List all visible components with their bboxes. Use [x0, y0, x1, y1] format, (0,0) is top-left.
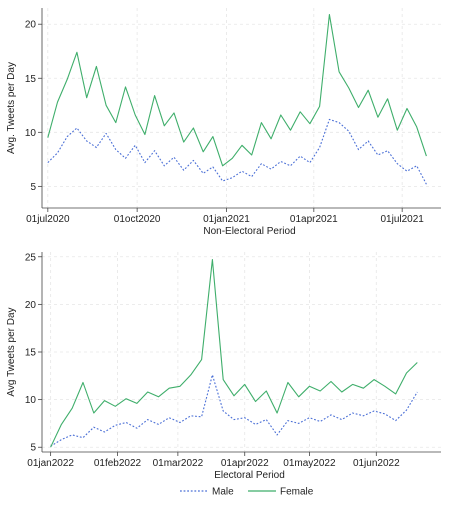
y-tick-label: 15	[25, 348, 37, 359]
chart-non-electoral: 5 10 15 20 01jul2020 01oct2020 01jan2021 01apr…	[6, 8, 441, 237]
legend: Male Female	[180, 487, 314, 498]
x-tick-label: 01jan2022	[27, 458, 74, 469]
x-tick-layer: 01jan2022 01feb2022 01mar2022 01apr2022 01ma…	[27, 452, 400, 469]
x-tick-layer: 01jul2020 01oct2020 01jan2021 01apr2021 01ju…	[26, 208, 424, 225]
x-tick-label: 01jul2020	[26, 214, 70, 225]
x-tick-label: 01jan2021	[203, 214, 250, 225]
x-axis-label: Electoral Period	[214, 470, 285, 481]
y-tick-label: 5	[30, 182, 36, 193]
series-line-female	[50, 259, 418, 448]
y-tick-label: 15	[25, 74, 37, 85]
x-tick-label: 01feb2022	[94, 458, 142, 469]
legend-label-female: Female	[280, 487, 314, 498]
x-tick-label: 01jul2021	[380, 214, 424, 225]
series-layer	[47, 13, 427, 185]
x-tick-label: 01apr2021	[290, 214, 338, 225]
x-tick-label: 01oct2020	[114, 214, 161, 225]
series-line-female	[47, 13, 427, 167]
y-tick-label: 20	[25, 300, 37, 311]
series-line-male	[47, 118, 427, 185]
y-tick-label: 25	[25, 252, 37, 263]
y-tick-label: 10	[25, 395, 37, 406]
x-tick-label: 01apr2022	[221, 458, 269, 469]
y-tick-label: 10	[25, 128, 37, 139]
x-axis-label: Non-Electoral Period	[203, 226, 295, 237]
y-tick-layer: 5 10 15 20 25	[25, 252, 42, 454]
y-tick-label: 20	[25, 20, 37, 31]
x-tick-label: 01may2022	[283, 458, 336, 469]
legend-label-male: Male	[212, 487, 234, 498]
x-tick-label: 01mar2022	[153, 458, 204, 469]
series-layer	[50, 259, 418, 448]
grid-layer	[42, 252, 441, 452]
chart-electoral: 5 10 15 20 25 01jan2022 01feb2022 01mar2022 01a…	[6, 252, 441, 481]
y-tick-layer: 5 10 15 20	[25, 20, 42, 193]
series-line-male	[50, 374, 418, 447]
grid-layer	[42, 8, 441, 208]
y-axis-label: Avg. Tweets per Day	[6, 62, 17, 154]
y-tick-label: 5	[30, 443, 36, 454]
x-tick-label: 01jun2022	[353, 458, 400, 469]
y-axis-label: Avg Tweets per Day	[6, 307, 17, 396]
